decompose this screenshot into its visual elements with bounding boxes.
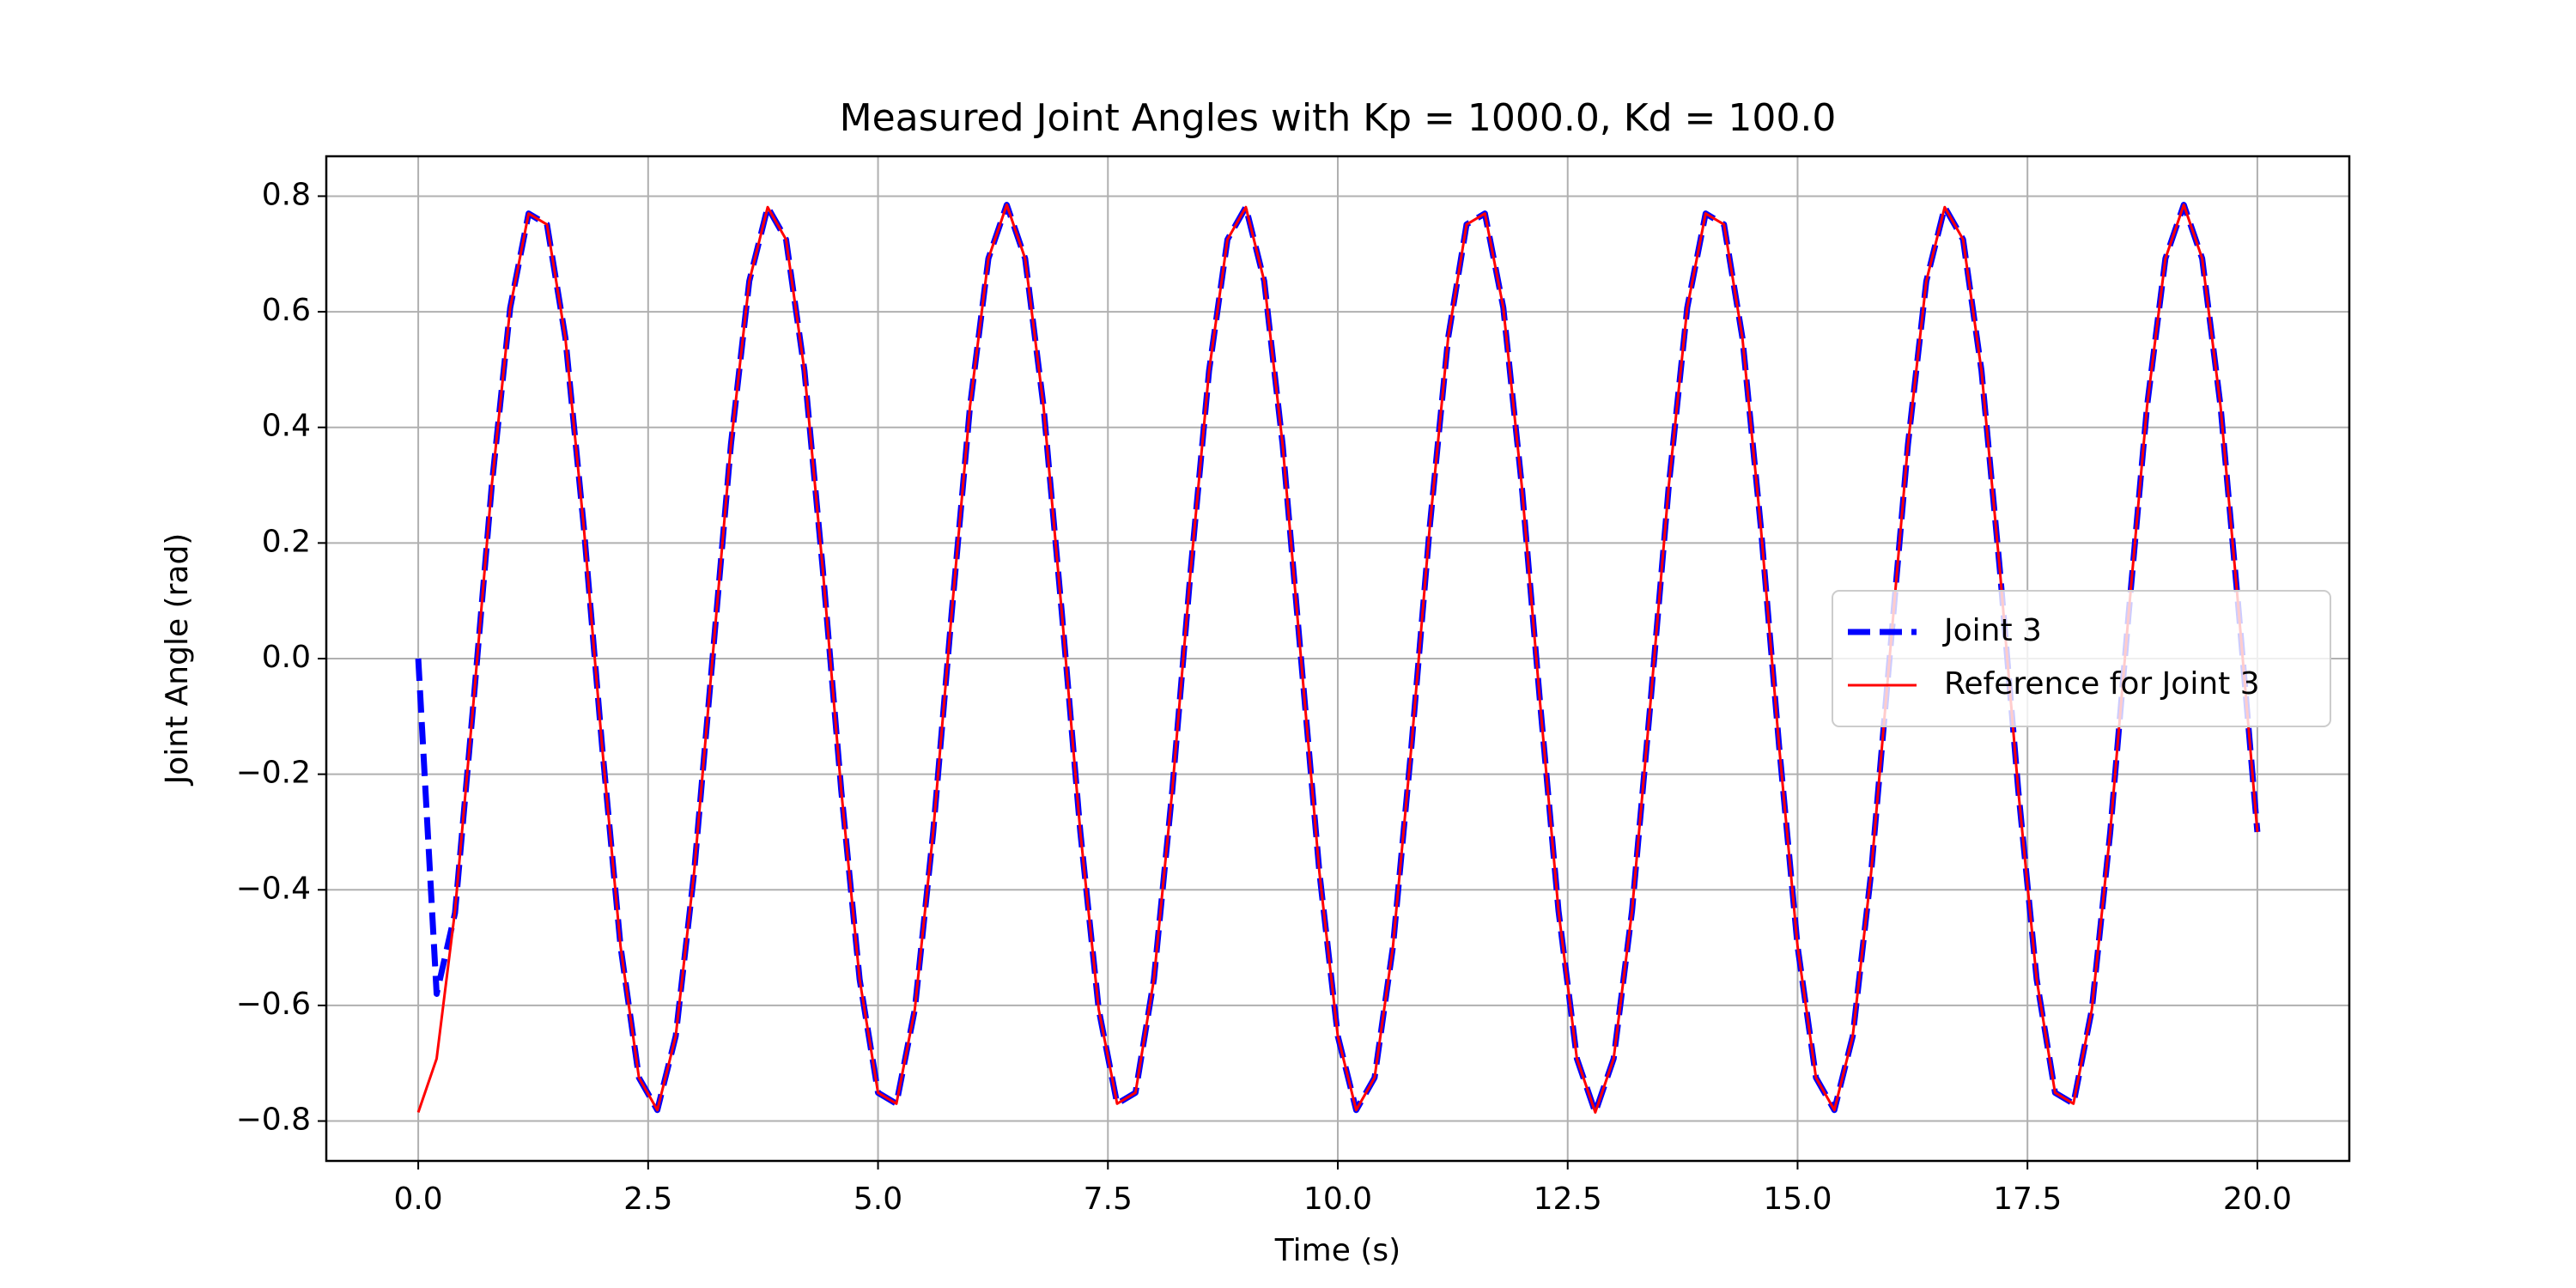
- y-tick-label: −0.6: [236, 987, 311, 1022]
- x-axis-label: Time (s): [1274, 1233, 1400, 1268]
- legend-box: [1832, 590, 2331, 727]
- x-tick-label: 7.5: [1084, 1182, 1133, 1217]
- x-tick-label: 5.0: [854, 1182, 902, 1217]
- x-tick-label: 17.5: [1993, 1182, 2062, 1217]
- x-tick-label: 2.5: [623, 1182, 672, 1217]
- y-tick-label: 0.2: [262, 524, 311, 559]
- x-tick-label: 0.0: [393, 1182, 442, 1217]
- data-line: [416, 204, 2259, 1114]
- x-tick-label: 12.5: [1534, 1182, 1602, 1217]
- plot-frame: [325, 155, 2351, 1163]
- chart-title: Measured Joint Angles with Kp = 1000.0, …: [840, 96, 1837, 140]
- x-tick-label: 15.0: [1763, 1182, 1832, 1217]
- y-tick-label: −0.4: [236, 871, 311, 906]
- x-tick-label: 10.0: [1303, 1182, 1372, 1217]
- y-tick-label: 0.0: [262, 640, 311, 675]
- x-tick-label: 20.0: [2223, 1182, 2292, 1217]
- y-axis-label: Joint Angle (rad): [160, 533, 195, 787]
- y-tick-label: −0.2: [236, 756, 311, 791]
- legend-label: Joint 3: [1942, 613, 2042, 648]
- legend-label: Reference for Joint 3: [1944, 666, 2260, 702]
- y-tick-label: 0.8: [262, 177, 311, 212]
- y-tick-label: 0.4: [262, 409, 311, 444]
- y-tick-label: 0.6: [262, 293, 311, 328]
- y-tick-label: −0.8: [236, 1103, 311, 1138]
